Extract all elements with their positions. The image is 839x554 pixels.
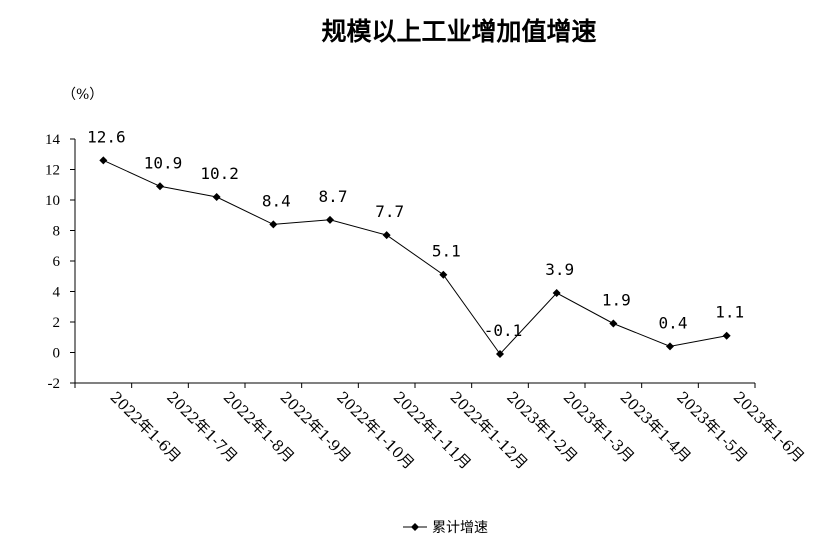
data-point-marker	[439, 270, 448, 279]
y-tick-label: -2	[48, 376, 61, 392]
data-label: 7.7	[375, 202, 404, 221]
legend: 累计增速	[403, 520, 488, 536]
data-point-marker	[326, 215, 334, 224]
data-label: 1.1	[715, 303, 744, 322]
data-label: 10.9	[144, 153, 183, 172]
data-point-marker	[609, 319, 618, 328]
data-label: 3.9	[545, 260, 574, 279]
data-point-marker	[269, 220, 278, 229]
legend-diamond-marker	[411, 523, 419, 531]
data-label: 5.1	[432, 242, 461, 261]
y-tick-label: 10	[45, 193, 60, 209]
data-label: 1.9	[602, 291, 631, 310]
y-tick-label: 12	[45, 163, 60, 179]
data-point-marker	[666, 342, 674, 351]
y-tick-label: 6	[53, 254, 61, 270]
data-labels: 12.6 10.9 10.2 8.4 8.7 7.7 5.1 -0.1 3.9 1.9 0.4 1.1	[87, 127, 744, 340]
y-tick-label: 0	[53, 346, 61, 362]
data-point-marker	[722, 331, 731, 340]
y-tick-label: 14	[45, 132, 61, 148]
y-tick-labels: 14 12 10 8 6 4 2 0 -2	[45, 132, 61, 392]
axes	[70, 138, 756, 388]
data-point-marker	[156, 182, 164, 191]
data-label: 12.6	[87, 127, 126, 146]
y-unit-label: （%）	[62, 87, 103, 103]
data-label: 8.7	[319, 187, 348, 206]
chart-title: 规模以上工业增加值增速	[321, 17, 596, 46]
y-tick-label: 8	[53, 224, 61, 240]
data-point-marker	[99, 156, 108, 165]
data-point-marker	[496, 350, 504, 359]
data-label: -0.1	[484, 321, 523, 340]
data-point-marker	[212, 192, 221, 201]
series-line-path	[103, 159, 727, 355]
legend-label: 累计增速	[432, 520, 488, 536]
series-line	[99, 156, 731, 359]
y-tick-label: 4	[53, 285, 61, 301]
y-tick-label: 2	[53, 315, 61, 331]
x-tick-labels: 2022年1-6月2022年1-7月2022年1-8月2022年1-9月2022…	[107, 388, 808, 473]
data-label: 0.4	[659, 313, 688, 332]
data-point-marker	[382, 231, 391, 240]
data-point-marker	[552, 289, 561, 298]
data-label: 10.2	[200, 164, 239, 183]
data-label: 8.4	[262, 191, 291, 210]
